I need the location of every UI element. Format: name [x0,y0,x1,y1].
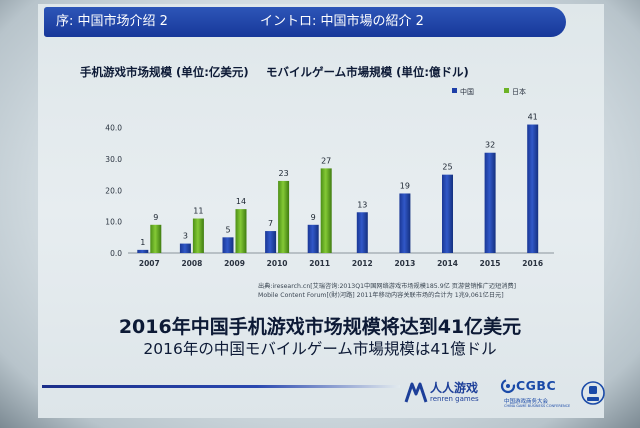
bar-value-label: 32 [485,141,495,150]
renren-logo-en: renren games [430,395,479,403]
bar-china-2014 [442,174,453,253]
bar-value-label: 25 [442,163,452,172]
y-axis: 0.0 10.0 20.0 30.0 40.0 [105,124,122,258]
cgbc-logo-text: CGBC [516,378,557,393]
bar-value-label: 23 [279,169,289,178]
x-tick-label: 2007 [139,259,160,268]
x-tick-label: 2008 [181,259,202,268]
cgbc-swirl-icon [500,378,516,394]
x-tick-label: 2012 [352,259,373,268]
headline-jp: 2016年の中国モバイルゲーム市場規模は41億ドル [143,340,497,358]
bar-china-2013 [399,193,411,253]
bar-japan-2009 [235,209,247,253]
bar-japan-2011 [320,168,332,253]
bar-value-label: 19 [400,181,410,190]
renren-logo-cn: 人人游戏 [430,381,479,395]
cgbc-logo: CGBC 中国游戏商务大会 CHINA GAME BUSINESS CONFER… [500,378,576,410]
y-tick-label: 20.0 [105,186,122,195]
bar-value-label: 9 [153,213,158,222]
conference-seal-icon [581,381,605,405]
x-tick-label: 2013 [394,259,415,268]
bar-value-label: 3 [183,232,188,241]
y-tick-label: 30.0 [105,155,122,164]
bar-japan-2007 [150,224,162,253]
bar-china-2008 [179,243,191,253]
bar-value-label: 7 [268,219,273,228]
legend-label: 中国 [460,87,474,96]
bar-value-label: 9 [311,213,316,222]
chart-title-cn: 手机游戏市场规模 (单位:亿美元) [80,65,249,79]
slide-header-bar: 序: 中国市场介绍 2 イントロ: 中国市場の紹介 2 [44,7,566,37]
x-tick-label: 2009 [224,259,245,268]
source-line-1: 出典:iresearch.cn[艾瑞咨询:2013Q1中国网络游戏市场规模185… [258,283,517,290]
header-title-cn: 序: 中国市场介绍 2 [56,14,168,29]
bar-value-label: 13 [357,200,367,209]
bar-value-label: 41 [528,113,538,122]
bar-china-2011 [307,224,319,253]
bar-value-label: 11 [193,207,203,216]
footer-divider [42,385,400,388]
source-note: 出典:iresearch.cn[艾瑞咨询:2013Q1中国网络游戏市场规模185… [258,282,588,300]
x-tick-label: 2010 [267,259,288,268]
bar-china-2012 [356,212,368,253]
bar-value-label: 1 [140,238,145,247]
x-tick-label: 2011 [309,259,330,268]
x-tick-label: 2014 [437,259,458,268]
bar-china-2007 [137,249,149,253]
bar-japan-2008 [192,218,204,253]
headline-cn: 2016年中国手机游戏市场规模将达到41亿美元 [118,316,522,338]
renren-games-logo: 人人游戏 renren games [404,378,496,410]
renren-people-icon [404,382,428,403]
y-tick-label: 40.0 [105,124,122,133]
legend-swatch-japan [504,88,509,93]
legend-swatch-china [452,88,457,93]
bar-china-2016 [527,124,539,254]
x-axis-labels: 2007 2008 2009 2010 2011 2012 2013 2014 2015 2016 [139,259,543,268]
bar-china-2010 [265,231,277,253]
x-tick-label: 2015 [480,259,501,268]
y-tick-label: 10.0 [105,218,122,227]
bar-value-label: 5 [225,225,230,234]
legend-label: 日本 [512,87,526,96]
x-tick-label: 2016 [522,259,543,268]
bar-value-label: 14 [236,197,246,206]
bar-japan-2010 [278,180,290,253]
source-line-2: Mobile Content Forum[(財)河路] 2011年移动内容关联市… [258,292,504,299]
bar-china-2009 [222,237,234,253]
bar-china-2015 [484,152,496,253]
cgbc-logo-en: CHINA GAME BUSINESS CONFERENCE [504,404,571,408]
chart-title-jp: モバイルゲーム市場規模 (単位:億ドル) [266,65,469,79]
cgbc-logo-cn: 中国游戏商务大会 [504,399,549,405]
bar-value-label: 27 [321,156,331,165]
bar-chart: 手机游戏市场规模 (单位:亿美元) モバイルゲーム市場規模 (単位:億ドル) 中… [80,65,554,268]
header-title-jp: イントロ: 中国市場の紹介 2 [260,14,424,29]
y-tick-label: 0.0 [110,249,122,258]
chart-legend: 中国 日本 [452,87,526,96]
